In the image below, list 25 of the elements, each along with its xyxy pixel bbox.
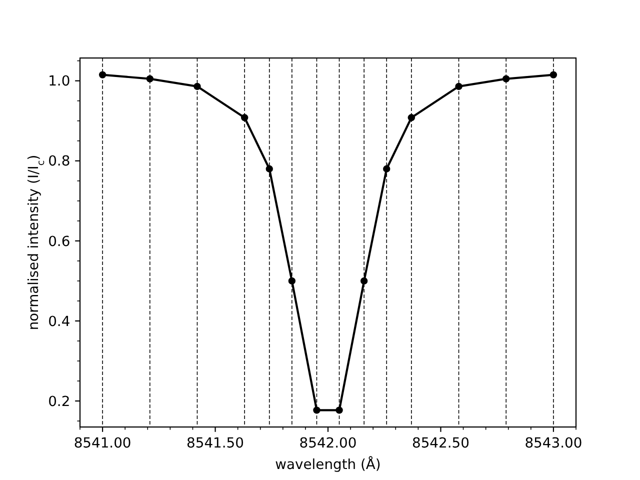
x-tick-label: 8543.00	[524, 435, 582, 452]
point	[194, 82, 201, 90]
y-tick-label: 0.4	[48, 314, 70, 330]
point	[455, 82, 462, 90]
point	[336, 406, 343, 414]
x-axis-title: wavelength (Å)	[275, 456, 381, 473]
x-tick-label: 8541.00	[74, 435, 132, 452]
y-tick-label: 1.0	[48, 74, 70, 90]
point	[288, 277, 296, 285]
point	[550, 71, 558, 78]
point	[502, 75, 510, 82]
point	[408, 114, 416, 122]
x-tick-label: 8542.00	[299, 435, 357, 452]
y-tick-label: 0.2	[48, 394, 70, 410]
x-tick-label: 8542.50	[412, 435, 470, 452]
point	[383, 165, 390, 172]
point	[313, 406, 320, 414]
point	[240, 114, 248, 122]
y-tick-label: 0.8	[48, 154, 70, 170]
point	[98, 71, 106, 78]
y-tick-label: 0.6	[48, 234, 70, 250]
point	[360, 277, 368, 285]
point	[266, 165, 273, 172]
x-tick-label: 8541.50	[186, 435, 244, 452]
point	[146, 75, 154, 82]
